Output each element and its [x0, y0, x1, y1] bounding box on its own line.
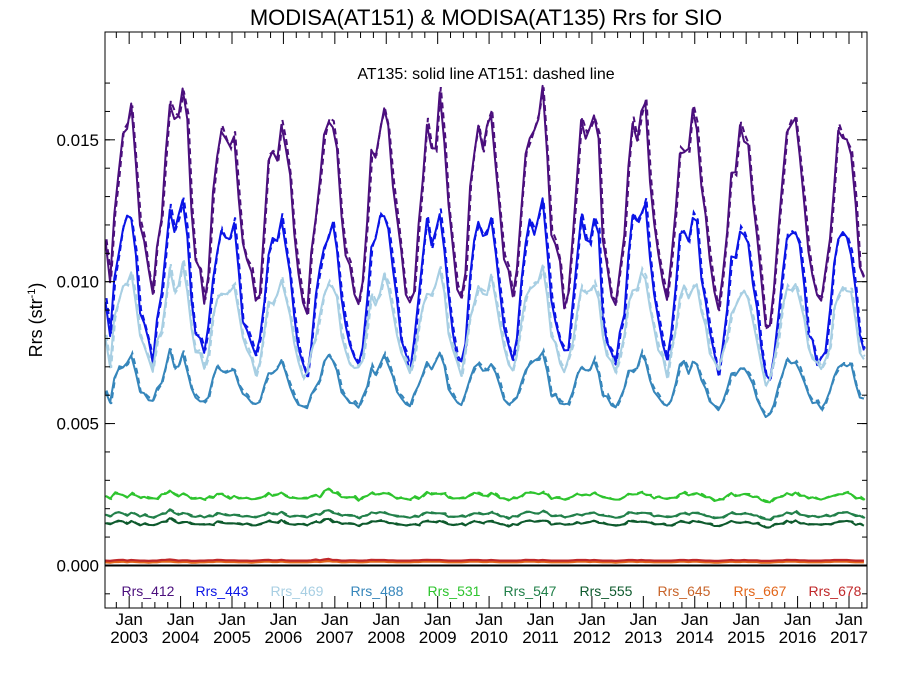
- x-tick-month-label: Jan: [630, 610, 657, 629]
- legend-item-rrs-667: Rrs_667: [734, 583, 787, 599]
- legend-item-rrs-443: Rrs_443: [196, 583, 249, 599]
- x-tick-year-label: 2016: [779, 628, 817, 647]
- x-tick-year-label: 2005: [213, 628, 251, 647]
- x-tick-month-label: Jan: [167, 610, 194, 629]
- y-axis-ticks: 0.000 0.005 0.010 0.015: [56, 82, 867, 595]
- x-tick-month-label: Jan: [475, 610, 502, 629]
- y-axis-label-close: ): [26, 283, 46, 289]
- series-line-dashed-rrs-488: [105, 347, 866, 417]
- x-tick-month-label: Jan: [424, 610, 451, 629]
- series-line-rrs-678: [105, 557, 864, 563]
- plot-frame: [104, 31, 868, 609]
- chart-title: MODISA(AT151) & MODISA(AT135) Rrs for SI…: [250, 5, 722, 30]
- legend-item-rrs-678: Rrs_678: [809, 583, 862, 599]
- x-tick-month-label: Jan: [527, 610, 554, 629]
- x-tick-year-label: 2006: [265, 628, 303, 647]
- x-tick-month-label: Jan: [270, 610, 297, 629]
- x-tick-year-label: 2012: [573, 628, 611, 647]
- y-tick-label: 0.000: [56, 556, 99, 575]
- series-line-rrs-443: [105, 197, 865, 381]
- x-tick-month-label: Jan: [218, 610, 245, 629]
- legend-item-rrs-547: Rrs_547: [504, 583, 557, 599]
- legend-item-rrs-531: Rrs_531: [428, 583, 481, 599]
- legend-item-rrs-555: Rrs_555: [580, 583, 633, 599]
- x-tick-month-label: Jan: [115, 610, 142, 629]
- x-tick-month-label: Jan: [784, 610, 811, 629]
- x-tick-month-label: Jan: [681, 610, 708, 629]
- x-tick-month-label: Jan: [321, 610, 348, 629]
- y-axis-label-sup: -1: [26, 289, 38, 299]
- legend-item-rrs-645: Rrs_645: [658, 583, 711, 599]
- series-line-dashed-rrs-531: [106, 487, 866, 504]
- y-axis-label-main: Rrs (str: [26, 298, 46, 357]
- x-tick-year-label: 2015: [727, 628, 765, 647]
- x-tick-month-label: Jan: [373, 610, 400, 629]
- series-line-dashed-rrs-469: [105, 258, 866, 388]
- series-line-rrs-667: [105, 560, 864, 564]
- x-tick-year-label: 2010: [470, 628, 508, 647]
- series-layer: [105, 84, 866, 564]
- x-tick-year-label: 2013: [624, 628, 662, 647]
- y-tick-label: 0.015: [56, 131, 99, 150]
- x-tick-year-label: 2017: [830, 628, 868, 647]
- plot-area: [105, 84, 866, 564]
- x-tick-year-label: 2003: [110, 628, 148, 647]
- x-tick-year-label: 2011: [522, 628, 559, 647]
- x-tick-year-label: 2014: [676, 628, 714, 647]
- legend-item-rrs-488: Rrs_488: [351, 583, 404, 599]
- series-line-dashed-rrs-412: [105, 87, 866, 330]
- legend: Rrs_412 Rrs_443 Rrs_469 Rrs_488 Rrs_531 Rrs_5…: [122, 583, 862, 599]
- legend-item-rrs-412: Rrs_412: [122, 583, 175, 599]
- y-tick-label: 0.005: [56, 415, 99, 434]
- y-tick-label: 0.010: [56, 273, 99, 292]
- series-line-rrs-531: [105, 487, 865, 504]
- series-line-rrs-488: [105, 347, 865, 418]
- x-axis-ticks: Jan2003Jan2004Jan2005Jan2006Jan2007Jan20…: [110, 32, 868, 647]
- y-axis-label: Rrs (str-1): [26, 283, 46, 358]
- x-tick-month-label: Jan: [835, 610, 862, 629]
- x-tick-year-label: 2008: [367, 628, 405, 647]
- x-tick-year-label: 2004: [162, 628, 200, 647]
- series-line-dashed-rrs-555: [106, 516, 866, 529]
- x-tick-year-label: 2009: [419, 628, 457, 647]
- series-line-rrs-547: [105, 508, 865, 521]
- legend-item-rrs-469: Rrs_469: [271, 583, 324, 599]
- x-tick-month-label: Jan: [578, 610, 605, 629]
- series-line-dashed-rrs-443: [105, 197, 866, 380]
- x-tick-year-label: 2007: [316, 628, 354, 647]
- line-style-annotation: AT135: solid line AT151: dashed line: [357, 66, 614, 83]
- x-tick-month-label: Jan: [732, 610, 759, 629]
